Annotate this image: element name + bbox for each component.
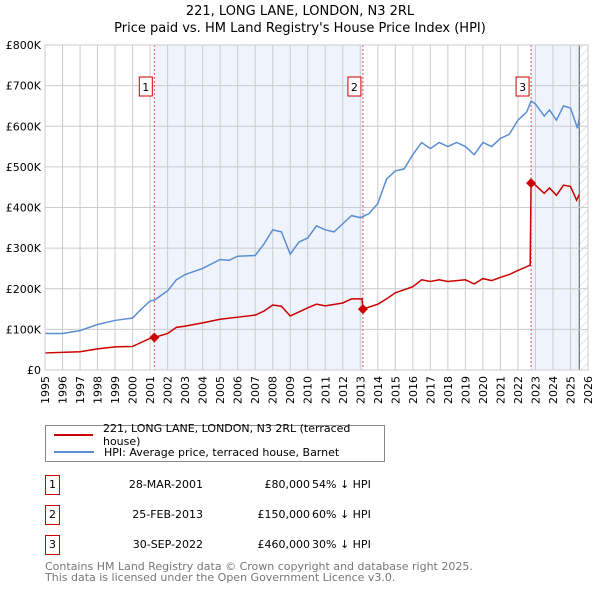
sale-date: 30-SEP-2022 xyxy=(132,538,203,551)
sale-date: 25-FEB-2013 xyxy=(132,508,203,521)
x-tick-label: 2007 xyxy=(249,376,262,404)
y-tick-label: £0 xyxy=(27,364,41,377)
y-tick-label: £600K xyxy=(6,120,42,133)
x-tick-label: 2006 xyxy=(232,376,245,404)
sale-hpi: 60% ↓ HPI xyxy=(312,508,371,521)
x-tick-label: 2016 xyxy=(407,376,420,404)
y-tick-label: £400K xyxy=(6,202,42,215)
legend-item-price-paid: 221, LONG LANE, LONDON, N3 2RL (terraced… xyxy=(54,422,384,448)
x-tick-label: 2025 xyxy=(564,376,577,404)
x-tick-label: 2022 xyxy=(512,376,525,404)
x-tick-label: 1996 xyxy=(57,376,70,404)
y-tick-label: £700K xyxy=(6,80,42,93)
legend-swatch-blue xyxy=(54,451,94,453)
x-tick-label: 2023 xyxy=(529,376,542,404)
x-tick-label: 2020 xyxy=(477,376,490,404)
x-tick-label: 2000 xyxy=(127,376,140,404)
x-tick-label: 1998 xyxy=(92,376,105,404)
x-tick-label: 2008 xyxy=(267,376,280,404)
x-tick-label: 2012 xyxy=(337,376,350,404)
x-tick-label: 2003 xyxy=(179,376,192,404)
y-tick-label: £500K xyxy=(6,161,42,174)
sale-number: 1 xyxy=(45,475,60,495)
y-tick-label: £800K xyxy=(6,39,42,52)
sale-label: 1 xyxy=(142,81,149,94)
price-paid-line xyxy=(44,181,580,354)
x-tick-label: 2002 xyxy=(162,376,175,404)
x-tick-label: 2014 xyxy=(372,376,385,404)
legend: 221, LONG LANE, LONDON, N3 2RL (terraced… xyxy=(45,422,385,462)
sale-point xyxy=(149,332,160,343)
sale-point xyxy=(357,304,368,315)
sale-label-box xyxy=(138,76,153,97)
sale-label: 2 xyxy=(351,81,358,94)
x-tick-label: 1995 xyxy=(39,376,52,404)
legend-label: HPI: Average price, terraced house, Barn… xyxy=(104,445,340,459)
line-chart: 1995 1996 1997 1998 1999 2000 2001 2002 2003 2004… xyxy=(6,39,595,404)
legend-swatch-red xyxy=(54,434,93,436)
footer-copyright: Contains HM Land Registry data © Crown c… xyxy=(45,560,473,573)
y-tick-label: £200K xyxy=(6,283,42,296)
x-tick-label: 2004 xyxy=(197,376,210,404)
x-tick-label: 2013 xyxy=(354,376,367,404)
sale-number: 3 xyxy=(45,535,60,555)
y-tick-label: £300K xyxy=(6,242,42,255)
plot-frame xyxy=(44,44,589,371)
x-tick-label: 2005 xyxy=(214,376,227,404)
x-tick-label: 2026 xyxy=(582,376,595,404)
x-tick-label: 2021 xyxy=(494,376,507,404)
sale-row: 2 25-FEB-2013 £150,000 60% ↓ HPI xyxy=(45,505,465,525)
hpi-line xyxy=(45,99,580,335)
x-tick-label: 2011 xyxy=(319,376,332,404)
x-tick-label: 2015 xyxy=(389,376,402,404)
sale-label: 3 xyxy=(519,81,526,94)
x-tick-label: 2010 xyxy=(302,376,315,404)
x-tick-label: 1999 xyxy=(109,376,122,404)
sale-number: 2 xyxy=(45,505,60,525)
sale-label-box xyxy=(347,76,362,97)
chart-subtitle: Price paid vs. HM Land Registry's House … xyxy=(114,21,486,36)
y-tick-label: £100K xyxy=(6,323,42,336)
x-tick-label: 2024 xyxy=(547,376,560,404)
x-tick-label: 2019 xyxy=(459,376,472,404)
x-tick-label: 1997 xyxy=(74,376,87,404)
x-tick-label: 2017 xyxy=(424,376,437,404)
sale-hpi: 54% ↓ HPI xyxy=(312,478,371,491)
x-tick-label: 2018 xyxy=(442,376,455,404)
sale-row: 1 28-MAR-2001 £80,000 54% ↓ HPI xyxy=(45,475,465,495)
chart-title: 221, LONG LANE, LONDON, N3 2RL xyxy=(185,4,415,19)
sale-row: 3 30-SEP-2022 £460,000 30% ↓ HPI xyxy=(45,535,465,555)
sale-hpi: 30% ↓ HPI xyxy=(312,538,371,551)
legend-item-hpi: HPI: Average price, terraced house, Barn… xyxy=(54,444,339,460)
footer-licence: This data is licensed under the Open Gov… xyxy=(45,571,396,584)
sale-point xyxy=(526,178,537,189)
x-tick-label: 2001 xyxy=(144,376,157,404)
sale-date: 28-MAR-2001 xyxy=(128,478,203,491)
legend-label: 221, LONG LANE, LONDON, N3 2RL (terraced… xyxy=(102,422,351,448)
sale-price: £80,000 xyxy=(264,478,311,491)
sale-price: £460,000 xyxy=(257,538,311,551)
x-tick-label: 2009 xyxy=(284,376,297,404)
sale-label-box xyxy=(515,76,530,97)
sale-price: £150,000 xyxy=(257,508,311,521)
